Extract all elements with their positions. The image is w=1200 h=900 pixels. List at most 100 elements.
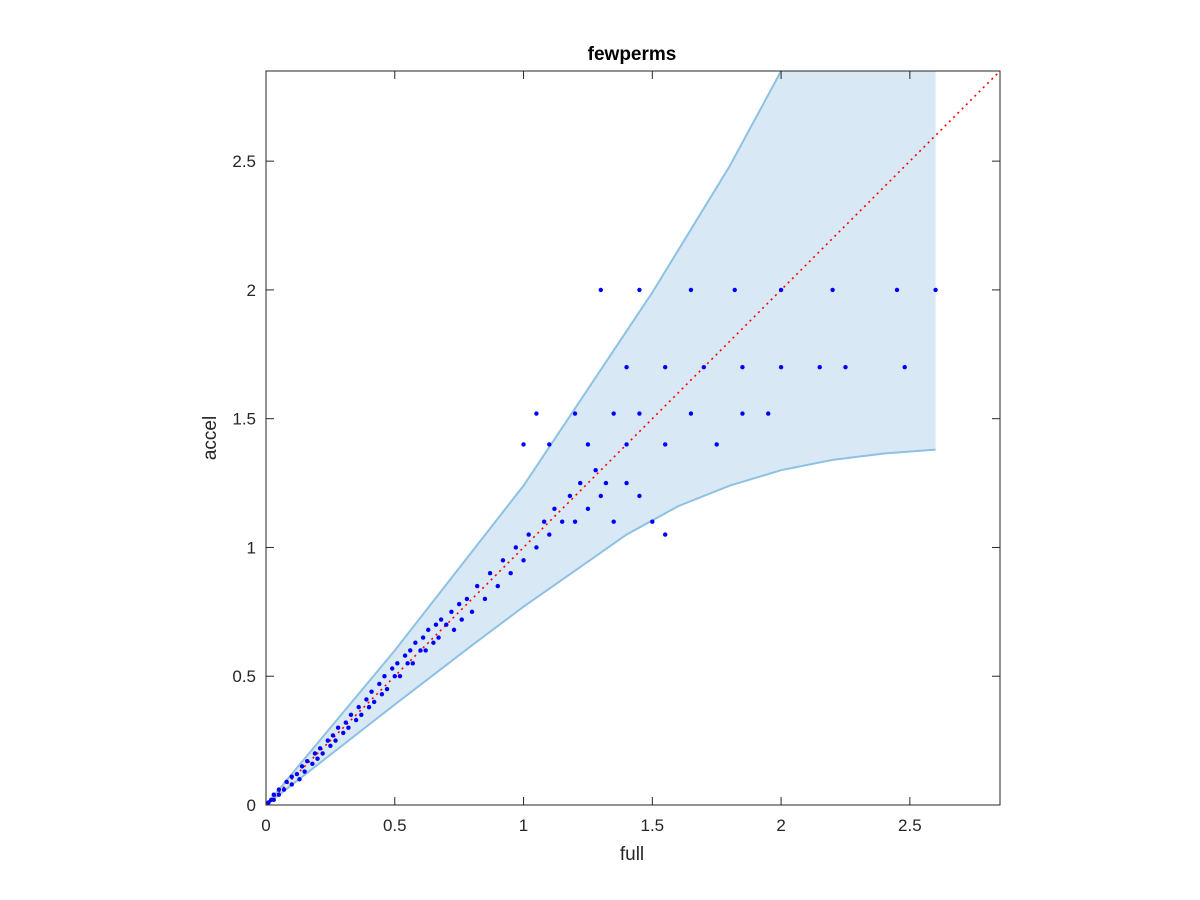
- x-tick-label: 1.5: [640, 816, 664, 835]
- data-point: [302, 769, 307, 774]
- data-point: [637, 411, 642, 416]
- data-point: [348, 712, 354, 718]
- x-tick-label: 0: [261, 816, 270, 835]
- data-point: [585, 442, 591, 447]
- data-point: [541, 519, 547, 524]
- data-point: [482, 596, 488, 602]
- data-point: [778, 287, 784, 293]
- data-point: [431, 640, 436, 645]
- data-point: [830, 287, 835, 293]
- data-point: [500, 558, 506, 563]
- data-point: [281, 787, 287, 792]
- data-point: [343, 720, 349, 725]
- y-tick-label: 0.5: [232, 667, 256, 686]
- data-point: [433, 622, 439, 627]
- data-point: [508, 571, 513, 576]
- data-point: [392, 674, 397, 679]
- y-axis-label: accel: [200, 416, 221, 460]
- y-tick-label: 1.5: [232, 410, 256, 429]
- data-point: [474, 583, 480, 589]
- data-point: [294, 771, 300, 777]
- data-point: [552, 506, 557, 512]
- data-point: [547, 532, 552, 537]
- data-point: [598, 493, 604, 499]
- data-point: [317, 746, 323, 751]
- data-point: [459, 617, 464, 622]
- data-point: [650, 519, 655, 524]
- data-point: [701, 364, 707, 370]
- data-point: [413, 640, 418, 645]
- data-point: [312, 751, 318, 756]
- data-point: [740, 411, 745, 416]
- y-tick-label: 2: [247, 281, 256, 300]
- data-point: [688, 287, 694, 293]
- data-point: [410, 661, 415, 666]
- data-point: [585, 506, 591, 512]
- data-point: [593, 467, 598, 473]
- data-point: [469, 609, 475, 615]
- data-point: [382, 674, 387, 679]
- y-tick-label: 2.5: [232, 152, 256, 171]
- data-point: [662, 442, 668, 447]
- data-point: [487, 571, 493, 576]
- data-point: [933, 287, 938, 293]
- data-point: [611, 519, 616, 524]
- data-point: [389, 666, 395, 671]
- data-point: [289, 782, 294, 787]
- x-tick-label: 0.5: [383, 816, 407, 835]
- data-point: [299, 764, 305, 769]
- data-point: [436, 635, 441, 640]
- data-point: [766, 411, 771, 416]
- data-point: [297, 777, 302, 782]
- x-tick-label: 2: [776, 816, 785, 835]
- data-point: [598, 287, 604, 293]
- data-point: [369, 689, 374, 694]
- data-point: [894, 287, 900, 293]
- data-point: [276, 792, 282, 797]
- data-point: [438, 617, 444, 622]
- data-point: [603, 480, 609, 486]
- data-point: [418, 648, 423, 653]
- data-point: [451, 627, 457, 633]
- data-point: [449, 609, 454, 615]
- data-point: [356, 704, 361, 710]
- data-point: [559, 519, 565, 524]
- data-point: [817, 364, 822, 370]
- data-point: [405, 661, 410, 666]
- chart-title: fewperms: [588, 44, 677, 65]
- data-point: [271, 792, 276, 797]
- data-point: [402, 653, 408, 658]
- data-point: [637, 287, 642, 293]
- data-point: [364, 697, 369, 702]
- data-point: [547, 442, 552, 447]
- data-point: [423, 648, 428, 653]
- data-point: [408, 648, 413, 653]
- data-point: [740, 364, 745, 370]
- data-point: [567, 493, 573, 499]
- data-point: [843, 364, 848, 370]
- data-point: [495, 583, 500, 589]
- data-point: [384, 686, 390, 692]
- data-point: [572, 519, 578, 524]
- data-point: [637, 493, 642, 499]
- data-point: [572, 411, 578, 416]
- data-point: [611, 411, 616, 416]
- data-point: [359, 712, 364, 718]
- data-point: [346, 725, 351, 730]
- y-tick-label: 0: [247, 796, 256, 815]
- data-point: [289, 774, 294, 779]
- x-tick-label: 1: [519, 816, 528, 835]
- data-point: [320, 751, 325, 756]
- data-point: [534, 411, 539, 416]
- data-point: [578, 480, 583, 486]
- data-point: [379, 692, 385, 697]
- y-tick-label: 1: [247, 538, 256, 557]
- axes: 0 0.5 1 1.5 2 2.5 0 0.5 1 1.5 2 2.5: [232, 70, 1001, 835]
- data-point: [325, 738, 331, 743]
- data-point: [395, 661, 400, 666]
- data-point: [371, 699, 377, 705]
- axes-box: [265, 70, 1001, 806]
- data-point: [662, 364, 668, 370]
- data-point: [353, 717, 359, 723]
